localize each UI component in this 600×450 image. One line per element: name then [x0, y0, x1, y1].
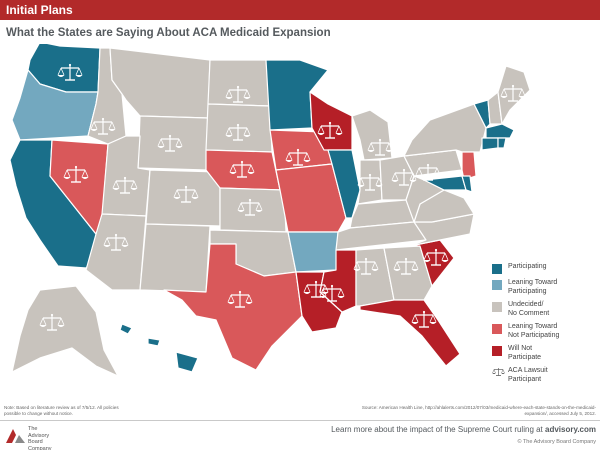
state-hi [119, 323, 199, 373]
state-me [497, 65, 531, 125]
legend-item-will-not: Will Not Participate [492, 344, 596, 362]
legend-label: Participating [508, 263, 547, 270]
legend-swatch [492, 324, 502, 334]
copyright: © The Advisory Board Company [517, 439, 596, 445]
page-title: Initial Plans [6, 3, 73, 17]
source-citation: Source: American Health Line, http://ahl… [361, 405, 596, 416]
state-ar [287, 231, 339, 273]
legend-item-leaning-participating: Leaning Toward Participating [492, 278, 596, 296]
state-ma [485, 123, 515, 139]
legend-label: Undecided/ No Comment [508, 301, 550, 317]
legend-item-lawsuit: ACA Lawsuit Participant [492, 366, 596, 384]
map-legend: Participating Leaning Toward Participati… [492, 262, 596, 388]
state-ri [497, 137, 507, 149]
map-subtitle: What the States are Saying About ACA Med… [6, 27, 331, 39]
state-ks [219, 187, 287, 233]
legend-label: Leaning Toward Not Participating [508, 323, 560, 339]
state-ne [205, 149, 281, 191]
legend-item-leaning-not: Leaning Toward Not Participating [492, 322, 596, 340]
state-nd [207, 59, 271, 107]
logo-mark-icon [6, 429, 25, 443]
legend-swatch [492, 264, 502, 274]
legend-label: ACA Lawsuit Participant [508, 367, 548, 383]
scales-of-justice-icon [492, 368, 505, 376]
advisory-board-logo: The Advisory Board Company [6, 425, 66, 450]
legend-swatch [492, 280, 502, 290]
legend-label: Will Not Participate [508, 345, 542, 361]
us-map [0, 44, 600, 404]
legend-label: Leaning Toward Participating [508, 279, 558, 295]
state-fl [359, 299, 461, 367]
footnote: Note: Based on literature review as of 7… [4, 405, 119, 416]
header-bar: Initial Plans [0, 0, 600, 20]
learn-more-prefix: Learn more about the impact of the Supre… [331, 425, 546, 434]
state-wy [137, 115, 209, 171]
state-de [461, 175, 473, 193]
state-co [145, 169, 221, 227]
state-mt [109, 47, 211, 119]
state-mi [351, 109, 393, 161]
legend-item-undecided: Undecided/ No Comment [492, 300, 596, 318]
legend-swatch [492, 346, 502, 356]
advisory-link[interactable]: advisory.com [545, 425, 596, 434]
logo-text: The Advisory Board Company [28, 426, 52, 450]
legend-item-participating: Participating [492, 262, 596, 274]
state-nm [139, 223, 211, 293]
state-ct [481, 137, 499, 151]
state-ak [11, 285, 119, 377]
footer-divider [0, 420, 600, 421]
legend-swatch [492, 302, 502, 312]
state-ny [403, 103, 487, 157]
learn-more-text: Learn more about the impact of the Supre… [220, 425, 596, 434]
